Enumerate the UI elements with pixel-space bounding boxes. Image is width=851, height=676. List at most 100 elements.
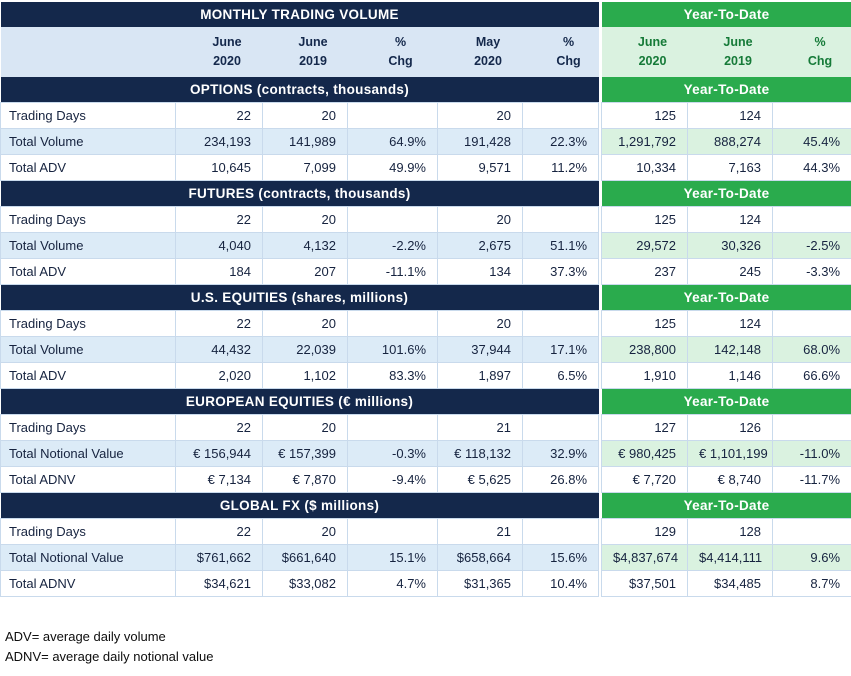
ytd-value-cell: 1,146 bbox=[687, 361, 774, 389]
monthly-value-cell bbox=[521, 309, 600, 337]
ytd-value-cell: $34,485 bbox=[687, 569, 774, 597]
monthly-value-cell: $761,662 bbox=[175, 543, 263, 571]
col-header-may-2020: May 2020 bbox=[437, 27, 523, 77]
monthly-value-cell: $658,664 bbox=[437, 543, 523, 571]
ytd-value-cell bbox=[772, 517, 851, 545]
row-label: Trading Days bbox=[0, 101, 176, 129]
monthly-value-cell: 6.5% bbox=[521, 361, 600, 389]
monthly-value-cell bbox=[347, 205, 438, 233]
ytd-value-cell: 45.4% bbox=[772, 127, 851, 155]
monthly-value-cell bbox=[521, 205, 600, 233]
section-ytd-label: Year-To-Date bbox=[601, 492, 851, 518]
ytd-value-cell: -3.3% bbox=[772, 257, 851, 285]
monthly-value-cell bbox=[521, 413, 600, 441]
monthly-value-cell bbox=[347, 517, 438, 545]
section-header-row: FUTURES (contracts, thousands) Year-To-Da… bbox=[0, 180, 851, 206]
monthly-value-cell: -0.3% bbox=[347, 439, 438, 467]
monthly-value-cell: 22 bbox=[175, 517, 263, 545]
monthly-value-cell: 20 bbox=[262, 101, 348, 129]
monthly-value-cell: € 7,870 bbox=[262, 465, 348, 493]
monthly-value-cell: 83.3% bbox=[347, 361, 438, 389]
table-row: Trading Days 22 20 20 125 124 bbox=[0, 101, 851, 129]
column-gap bbox=[598, 76, 602, 102]
row-label: Total Notional Value bbox=[0, 543, 176, 571]
column-gap bbox=[598, 492, 602, 518]
monthly-value-cell: 207 bbox=[262, 257, 348, 285]
ytd-value-cell: 29,572 bbox=[601, 231, 689, 259]
ytd-value-cell bbox=[772, 413, 851, 441]
monthly-value-cell: 9,571 bbox=[437, 153, 523, 181]
monthly-value-cell: -2.2% bbox=[347, 231, 438, 259]
ytd-value-cell: 1,910 bbox=[601, 361, 689, 389]
monthly-value-cell: 4,040 bbox=[175, 231, 263, 259]
row-label: Total ADNV bbox=[0, 569, 176, 597]
ytd-value-cell: 126 bbox=[687, 413, 774, 441]
monthly-value-cell bbox=[347, 101, 438, 129]
monthly-value-cell: 10,645 bbox=[175, 153, 263, 181]
monthly-value-cell: € 7,134 bbox=[175, 465, 263, 493]
col-header-ytd-pct-chg: % Chg bbox=[772, 27, 851, 77]
ytd-value-cell: 9.6% bbox=[772, 543, 851, 571]
table-row: Total Notional Value € 156,944 € 157,399 -0… bbox=[0, 439, 851, 467]
monthly-value-cell: 22 bbox=[175, 413, 263, 441]
monthly-value-cell: 22 bbox=[175, 309, 263, 337]
column-gap bbox=[598, 388, 602, 414]
column-gap bbox=[598, 27, 602, 77]
ytd-value-cell: 7,163 bbox=[687, 153, 774, 181]
section-title: GLOBAL FX ($ millions) bbox=[0, 492, 599, 518]
monthly-value-cell: $661,640 bbox=[262, 543, 348, 571]
monthly-value-cell: 7,099 bbox=[262, 153, 348, 181]
ytd-value-cell: 125 bbox=[601, 309, 689, 337]
column-gap bbox=[598, 128, 602, 154]
ytd-value-cell: $37,501 bbox=[601, 569, 689, 597]
monthly-value-cell: 15.1% bbox=[347, 543, 438, 571]
col-header-june-2020: June 2020 bbox=[175, 27, 263, 77]
footnote-adv: ADV= average daily volume bbox=[5, 628, 166, 644]
monthly-value-cell: 15.6% bbox=[521, 543, 600, 571]
ytd-value-cell: 888,274 bbox=[687, 127, 774, 155]
column-gap bbox=[598, 284, 602, 310]
monthly-value-cell: 51.1% bbox=[521, 231, 600, 259]
monthly-value-cell: 2,020 bbox=[175, 361, 263, 389]
monthly-value-cell: 10.4% bbox=[521, 569, 600, 597]
column-gap bbox=[598, 154, 602, 180]
ytd-value-cell: 8.7% bbox=[772, 569, 851, 597]
section-ytd-label: Year-To-Date bbox=[601, 388, 851, 414]
ytd-value-cell: 238,800 bbox=[601, 335, 689, 363]
ytd-value-cell: 1,291,792 bbox=[601, 127, 689, 155]
section-ytd-label: Year-To-Date bbox=[601, 76, 851, 102]
ytd-value-cell: -11.0% bbox=[772, 439, 851, 467]
ytd-value-cell: 68.0% bbox=[772, 335, 851, 363]
table-row: Total ADV 2,020 1,102 83.3% 1,897 6.5% 1,910 1,… bbox=[0, 361, 851, 389]
ytd-value-cell bbox=[772, 309, 851, 337]
monthly-value-cell: 234,193 bbox=[175, 127, 263, 155]
column-gap bbox=[598, 102, 602, 128]
row-label: Total Volume bbox=[0, 127, 176, 155]
section-title: U.S. EQUITIES (shares, millions) bbox=[0, 284, 599, 310]
ytd-value-cell: € 7,720 bbox=[601, 465, 689, 493]
col-header-pct-chg-yoy: % Chg bbox=[347, 27, 438, 77]
table-row: Trading Days 22 20 20 125 124 bbox=[0, 205, 851, 233]
ytd-value-cell: 129 bbox=[601, 517, 689, 545]
ytd-value-cell: 125 bbox=[601, 205, 689, 233]
column-gap bbox=[598, 466, 602, 492]
col-header-ytd-june-2019: June 2019 bbox=[687, 27, 773, 77]
section-header-row: OPTIONS (contracts, thousands) Year-To-Da… bbox=[0, 76, 851, 102]
column-gap bbox=[598, 206, 602, 232]
monthly-value-cell bbox=[347, 309, 438, 337]
monthly-value-cell: 184 bbox=[175, 257, 263, 285]
monthly-value-cell: € 157,399 bbox=[262, 439, 348, 467]
ytd-value-cell: 128 bbox=[687, 517, 774, 545]
monthly-value-cell: 37,944 bbox=[437, 335, 523, 363]
ytd-value-cell: 124 bbox=[687, 309, 774, 337]
ytd-value-cell: $4,837,674 bbox=[601, 543, 689, 571]
ytd-value-cell: 124 bbox=[687, 101, 774, 129]
monthly-value-cell: 20 bbox=[262, 205, 348, 233]
monthly-value-cell: 20 bbox=[262, 413, 348, 441]
column-gap bbox=[598, 440, 602, 466]
monthly-value-cell: 22,039 bbox=[262, 335, 348, 363]
monthly-value-cell: € 118,132 bbox=[437, 439, 523, 467]
table-row: Total ADV 10,645 7,099 49.9% 9,571 11.2% 10,33… bbox=[0, 153, 851, 181]
ytd-value-cell: € 980,425 bbox=[601, 439, 689, 467]
column-gap bbox=[598, 570, 602, 596]
